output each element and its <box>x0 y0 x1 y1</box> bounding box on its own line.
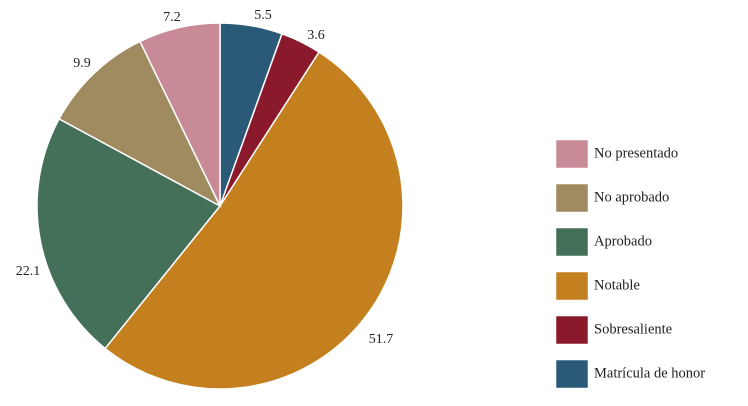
value-label-matricula-de-honor: 5.5 <box>254 8 272 23</box>
legend-label-no-presentado: No presentado <box>594 145 678 161</box>
legend-item-matricula-de-honor: Matrícula de honor <box>555 359 705 389</box>
legend-swatch-sobresaliente <box>555 315 589 345</box>
pie-slice-no-aprobado <box>58 40 222 208</box>
legend-swatch-no-aprobado <box>555 183 589 213</box>
pie-slices <box>36 22 404 390</box>
legend-item-notable: Notable <box>555 271 640 301</box>
legend-swatch-matricula-de-honor <box>555 359 589 389</box>
legend: No presentado No aprobado Aprobado Notable S… <box>555 139 705 389</box>
value-label-aprobado: 22.1 <box>16 264 41 279</box>
pie-slice-no-presentado <box>139 22 221 207</box>
legend-label-notable: Notable <box>594 277 640 293</box>
legend-swatch-no-presentado <box>555 139 589 169</box>
legend-item-no-aprobado: No aprobado <box>555 183 669 213</box>
legend-label-matricula-de-honor: Matrícula de honor <box>594 365 705 381</box>
legend-item-sobresaliente: Sobresaliente <box>555 315 672 345</box>
value-label-notable: 51.7 <box>369 332 394 347</box>
legend-label-no-aprobado: No aprobado <box>594 189 669 205</box>
pie-value-labels: 5.5 3.6 51.7 22.1 9.9 7.2 <box>16 8 394 347</box>
value-label-sobresaliente: 3.6 <box>307 28 325 43</box>
legend-swatch-notable <box>555 271 589 301</box>
pie-slice-aprobado <box>36 117 222 350</box>
value-label-no-aprobado: 9.9 <box>73 56 91 71</box>
pie-slice-notable <box>104 51 404 390</box>
legend-label-aprobado: Aprobado <box>594 233 652 249</box>
legend-item-aprobado: Aprobado <box>555 227 652 257</box>
value-label-no-presentado: 7.2 <box>163 10 181 25</box>
legend-swatch-aprobado <box>555 227 589 257</box>
legend-item-no-presentado: No presentado <box>555 139 678 169</box>
legend-label-sobresaliente: Sobresaliente <box>594 321 672 337</box>
